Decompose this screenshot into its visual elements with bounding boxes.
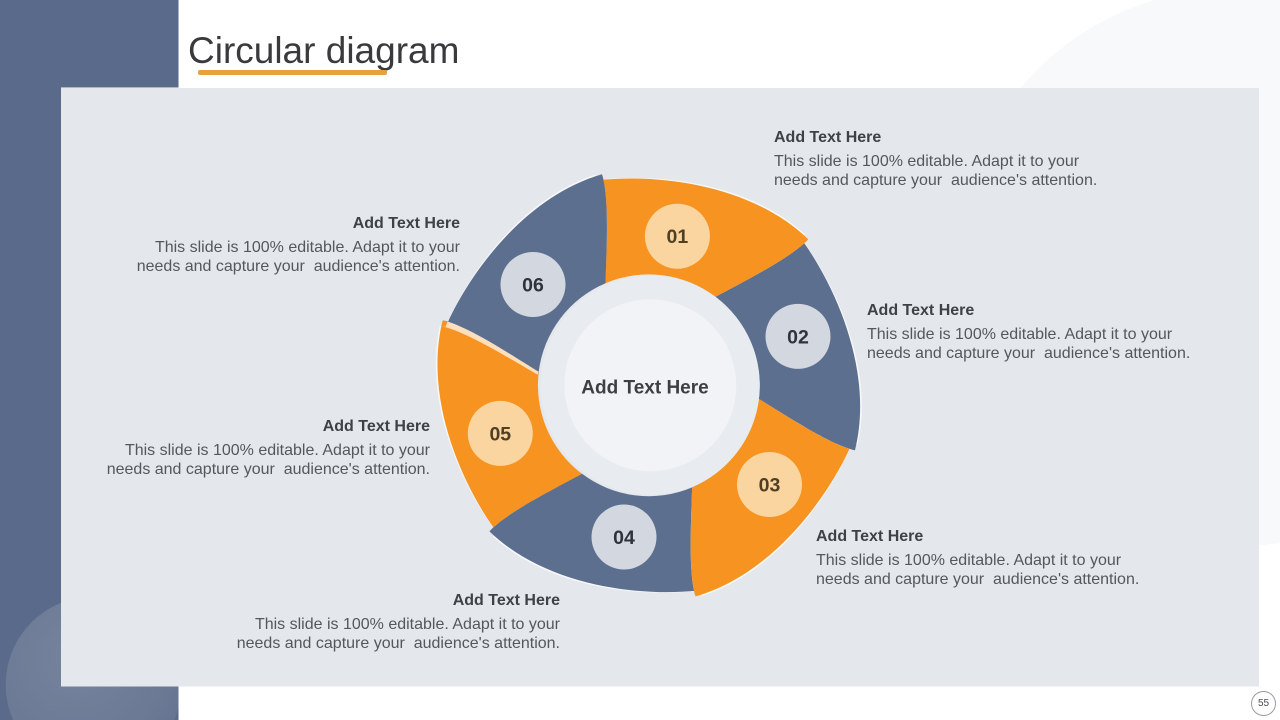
svg-text:04: 04 — [613, 527, 635, 549]
svg-text:06: 06 — [522, 275, 544, 297]
svg-text:05: 05 — [489, 423, 511, 445]
svg-text:03: 03 — [759, 475, 781, 497]
svg-text:01: 01 — [667, 226, 689, 248]
svg-text:02: 02 — [787, 326, 809, 348]
svg-text:Add Text Here: Add Text Here — [581, 378, 708, 399]
